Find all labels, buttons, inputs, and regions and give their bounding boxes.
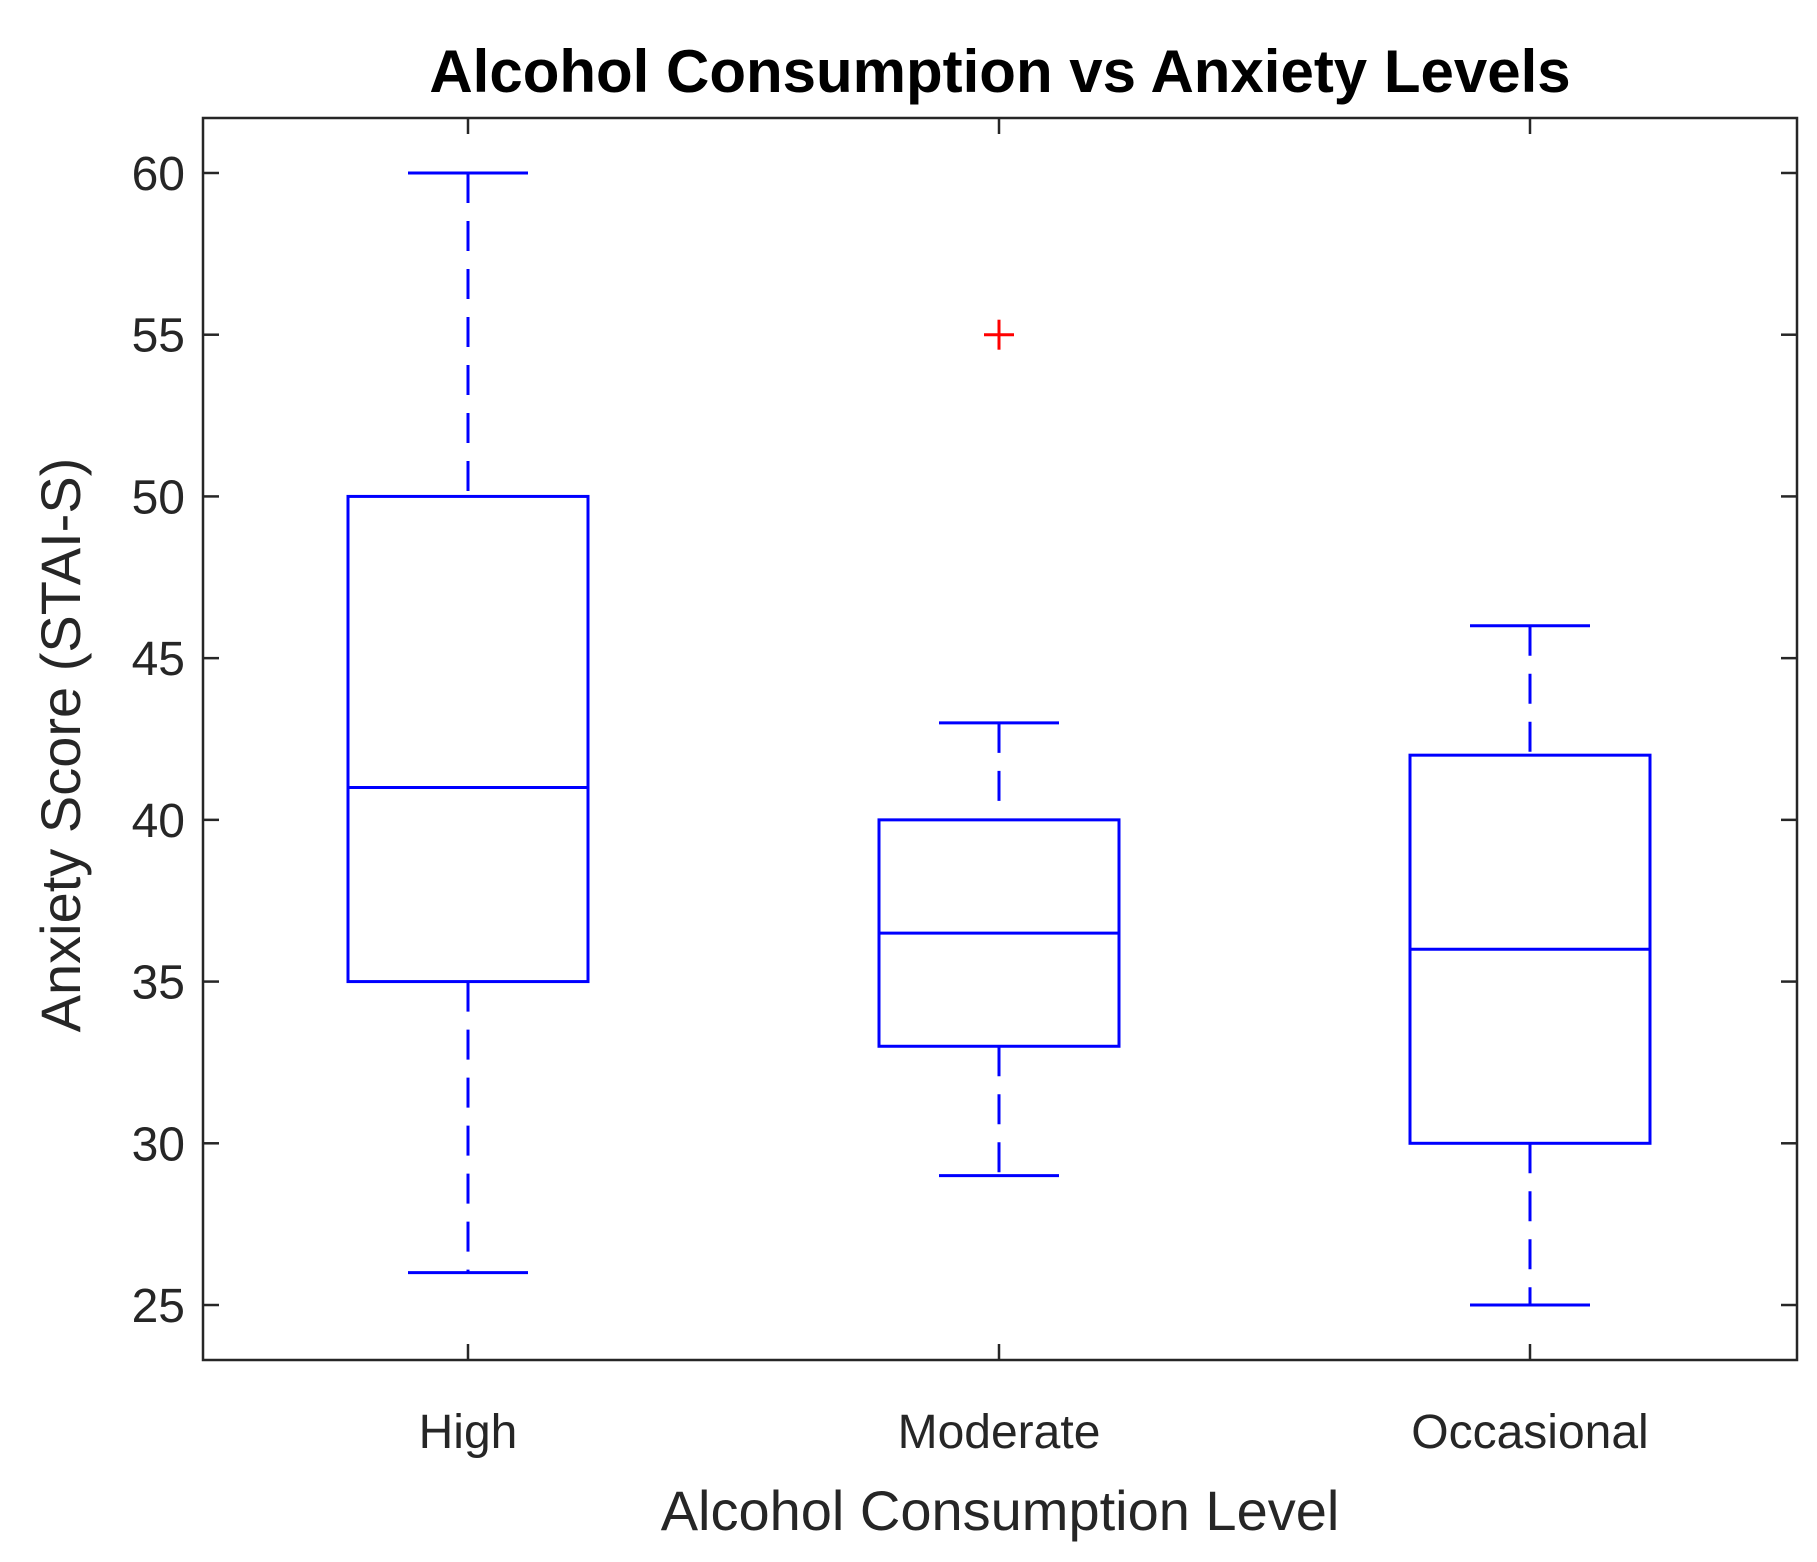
y-tick-label: 60 (132, 148, 185, 201)
x-tick-label-high: High (419, 1406, 518, 1459)
x-axis-label: Alcohol Consumption Level (661, 1479, 1340, 1542)
y-tick-label: 30 (132, 1118, 185, 1171)
y-tick-label: 35 (132, 957, 185, 1010)
iqr-box (346, 494, 590, 984)
chart-title: Alcohol Consumption vs Anxiety Levels (429, 38, 1570, 105)
x-axis: High Moderate Occasional (419, 118, 1649, 1459)
x-tick-label-moderate: Moderate (898, 1406, 1101, 1459)
y-axis-label: Anxiety Score (STAI-S) (29, 458, 92, 1033)
y-axis: 25 30 35 40 45 50 55 60 (132, 148, 1797, 1333)
box-group-occasional (1408, 624, 1652, 1307)
y-tick-label: 40 (132, 795, 185, 848)
outlier-marker (984, 319, 1014, 350)
box-group-high (346, 171, 590, 1275)
x-tick-label-occasional: Occasional (1411, 1406, 1648, 1459)
y-tick-label: 50 (132, 471, 185, 524)
y-tick-label: 55 (132, 310, 185, 363)
y-tick-label: 25 (132, 1280, 185, 1333)
y-tick-label: 45 (132, 633, 185, 686)
box-group-moderate (877, 319, 1121, 1178)
